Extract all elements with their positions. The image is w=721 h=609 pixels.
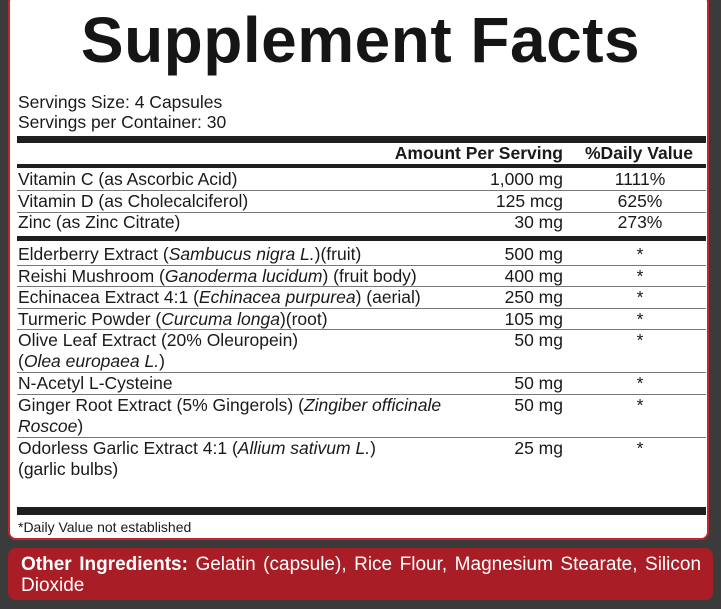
row-divider (17, 329, 706, 330)
servings-per-container: Servings per Container: 30 (18, 112, 227, 132)
ingredient-name: Olive Leaf Extract (20% Oleuropein) (Olea… (18, 330, 299, 371)
table-row: Reishi Mushroom (Ganoderma lucidum) (fru… (18, 266, 706, 287)
ingredient-amount: 25 mg (514, 437, 563, 458)
nutrient-name: Vitamin D (as Cholecalciferol) (18, 190, 249, 211)
ingredient-name: Odorless Garlic Extract 4:1 (Allium sati… (18, 437, 376, 479)
ingredient-dv: * (636, 244, 644, 264)
row-divider (17, 372, 706, 373)
table-row: Ginger Root Extract (5% Gingerols) (Zing… (18, 395, 706, 437)
nutrient-dv: 1111% (614, 169, 666, 189)
nutrient-name: Zinc (as Zinc Citrate) (18, 212, 181, 232)
ingredient-amount: 50 mg (514, 394, 563, 415)
serving-size: Servings Size: 4 Capsules (18, 92, 223, 112)
nutrient-amount: 30 mg (514, 212, 563, 232)
other-ingredients-text: Gelatin (capsule), Rice Flour, Magnesium… (21, 554, 702, 596)
ingredient-dv: * (636, 308, 644, 329)
row-divider (17, 264, 706, 266)
table-row: Olive Leaf Extract (20% Oleuropein) (Olea… (18, 330, 706, 372)
nutrient-amount: 125 mcg (495, 190, 563, 211)
row-divider (17, 307, 706, 309)
ingredient-dv: * (636, 394, 644, 415)
ingredient-amount: 250 mg (504, 287, 563, 307)
ingredient-amount: 500 mg (504, 244, 563, 264)
nutrient-dv: 625% (617, 190, 663, 211)
ingredient-dv: * (636, 287, 644, 307)
row-divider (17, 286, 706, 287)
dv-header: %Daily Value (585, 143, 693, 163)
ingredient-amount: 50 mg (514, 373, 563, 393)
ingredient-amount: 105 mg (504, 308, 563, 329)
table-row: N-Acetyl L-Cysteine 50 mg * (18, 373, 706, 394)
ingredient-name: Turmeric Powder (Curcuma longa)(root) (18, 308, 328, 329)
ingredient-name: N-Acetyl L-Cysteine (18, 373, 173, 393)
ingredient-dv: * (636, 373, 644, 393)
nutrient-amount: 1,000 mg (490, 169, 563, 189)
amount-header: Amount Per Serving (394, 143, 563, 163)
table-row: Odorless Garlic Extract 4:1 (Allium sati… (18, 438, 706, 480)
page-title: Supplement Facts (80, 4, 641, 76)
row-divider (17, 393, 706, 395)
ingredient-name: Elderberry Extract (Sambucus nigra L.)(f… (18, 244, 362, 264)
divider-bottom (17, 507, 706, 515)
ingredient-name: Reishi Mushroom (Ganoderma lucidum) (fru… (18, 265, 417, 286)
table-row: Turmeric Powder (Curcuma longa)(root) 105… (18, 309, 706, 330)
divider-thick (17, 136, 706, 143)
table-row: Elderberry Extract (Sambucus nigra L.)(f… (18, 244, 706, 265)
ingredient-amount: 400 mg (504, 265, 563, 286)
supplement-facts-panel (8, 0, 709, 540)
ingredient-dv: * (636, 437, 644, 458)
ingredient-dv: * (636, 330, 644, 350)
other-ingredients: Other Ingredients: Gelatin (capsule), Ri… (8, 548, 713, 600)
nutrient-name: Vitamin C (as Ascorbic Acid) (18, 169, 238, 189)
row-divider (17, 211, 706, 213)
other-ingredients-label: Other Ingredients: (21, 554, 188, 575)
ingredient-amount: 50 mg (514, 330, 563, 350)
footnote: *Daily Value not established (18, 519, 192, 535)
ingredient-name: Echinacea Extract 4:1 (Echinacea purpure… (18, 287, 421, 307)
ingredient-dv: * (636, 265, 644, 286)
row-divider (17, 436, 706, 438)
ingredient-name: Ginger Root Extract (5% Gingerols) (Zing… (18, 394, 442, 436)
divider-section (17, 236, 706, 241)
table-row: Echinacea Extract 4:1 (Echinacea purpure… (18, 287, 706, 308)
row-divider (17, 190, 706, 191)
nutrient-dv: 273% (617, 212, 663, 232)
divider-header (17, 164, 706, 168)
